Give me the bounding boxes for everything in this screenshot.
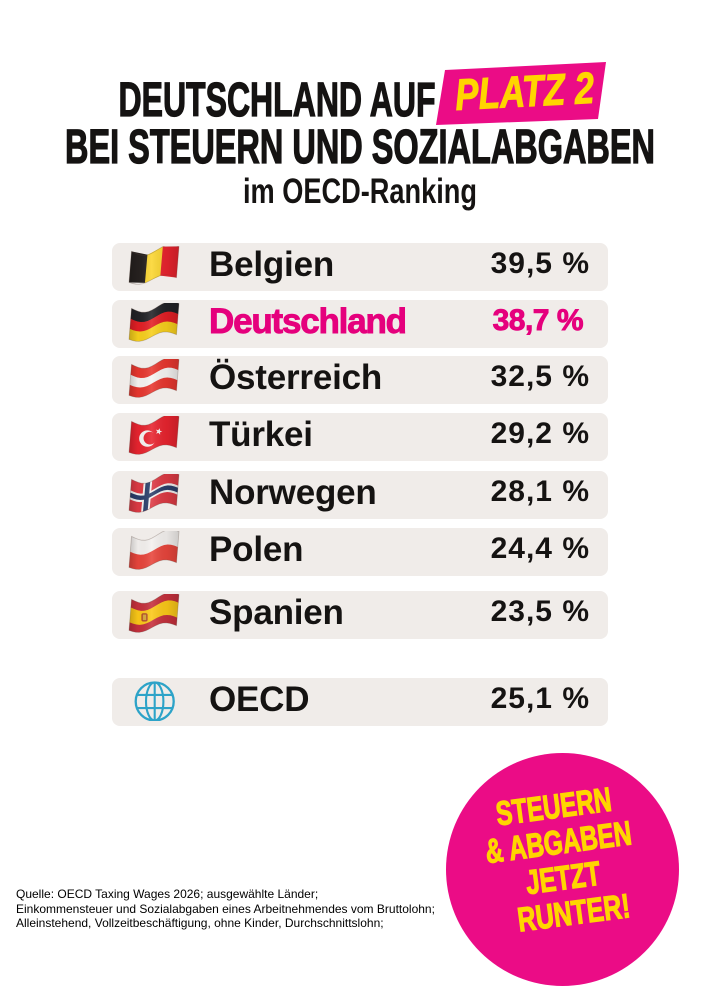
svg-text:DEUTSCHLAND AUF: DEUTSCHLAND AUF	[119, 73, 436, 127]
svg-text:PLATZ 2: PLATZ 2	[454, 64, 596, 120]
svg-text:im OECD-Ranking: im OECD-Ranking	[243, 172, 477, 211]
svg-text:BEI STEUERN UND SOZIALABGABEN: BEI STEUERN UND SOZIALABGABEN	[65, 120, 655, 174]
